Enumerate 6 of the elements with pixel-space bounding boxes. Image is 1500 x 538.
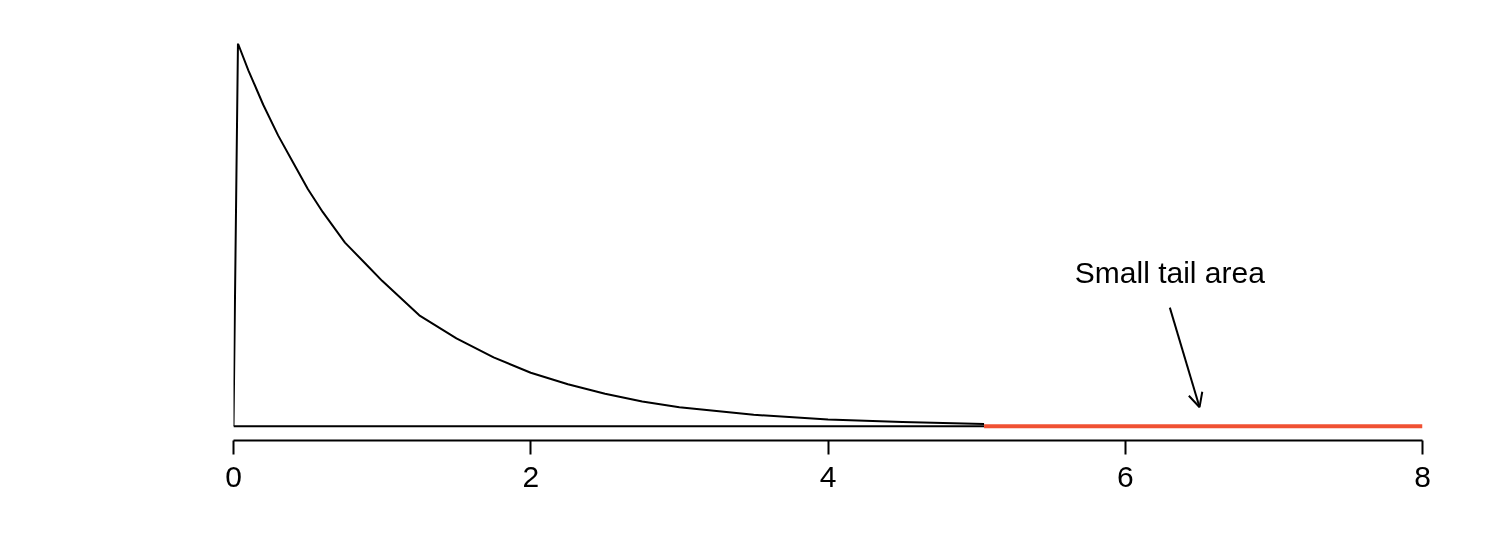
x-tick-label: 8 (1414, 459, 1431, 493)
annotation: Small tail area (1074, 255, 1266, 289)
x-tick-label: 4 (819, 459, 837, 493)
x-tick-label: 6 (1116, 459, 1134, 493)
x-tick-label: 0 (225, 459, 242, 493)
x-tick-label: 2 (522, 459, 540, 493)
